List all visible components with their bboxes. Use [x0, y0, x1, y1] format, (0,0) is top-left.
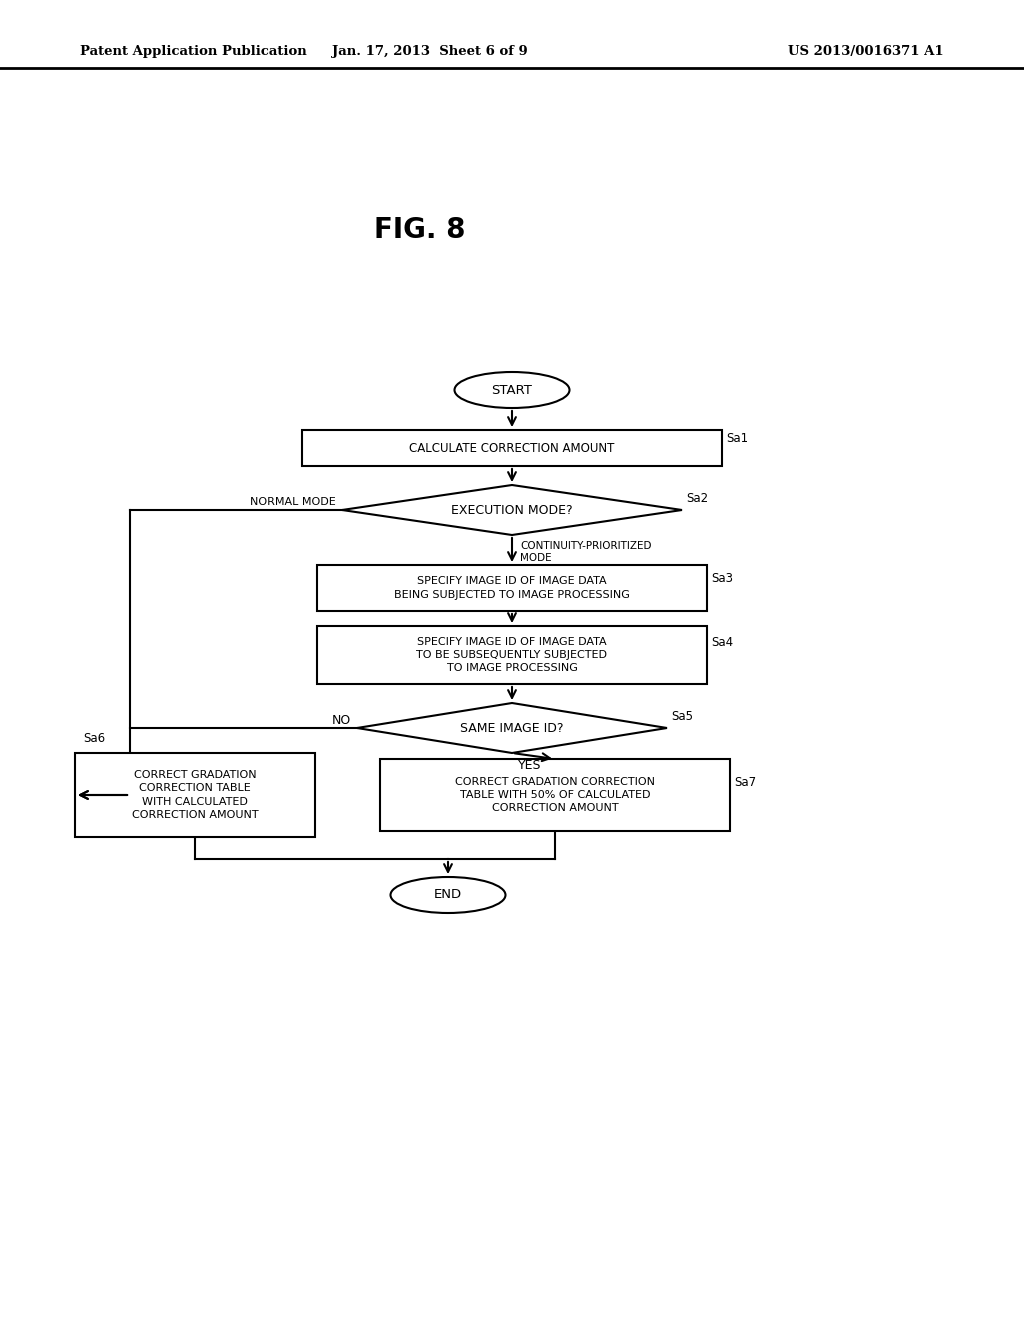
- Text: SAME IMAGE ID?: SAME IMAGE ID?: [460, 722, 564, 734]
- Text: YES: YES: [518, 759, 542, 772]
- Text: US 2013/0016371 A1: US 2013/0016371 A1: [788, 45, 944, 58]
- Bar: [317, 565, 707, 611]
- Ellipse shape: [390, 876, 506, 913]
- Polygon shape: [342, 484, 682, 535]
- Text: Sa1: Sa1: [726, 432, 749, 445]
- Text: Sa5: Sa5: [671, 710, 693, 722]
- Polygon shape: [357, 704, 667, 752]
- Text: Patent Application Publication: Patent Application Publication: [80, 45, 307, 58]
- Text: CORRECT GRADATION CORRECTION
TABLE WITH 50% OF CALCULATED
CORRECTION AMOUNT: CORRECT GRADATION CORRECTION TABLE WITH …: [455, 776, 655, 813]
- Text: Sa4: Sa4: [711, 636, 733, 649]
- Text: CONTINUITY-PRIORITIZED
MODE: CONTINUITY-PRIORITIZED MODE: [520, 541, 651, 562]
- Text: SPECIFY IMAGE ID OF IMAGE DATA
TO BE SUBSEQUENTLY SUBJECTED
TO IMAGE PROCESSING: SPECIFY IMAGE ID OF IMAGE DATA TO BE SUB…: [417, 636, 607, 673]
- Text: END: END: [434, 888, 462, 902]
- Text: Sa6: Sa6: [83, 733, 105, 746]
- Bar: [317, 626, 707, 684]
- Ellipse shape: [455, 372, 569, 408]
- Text: Jan. 17, 2013  Sheet 6 of 9: Jan. 17, 2013 Sheet 6 of 9: [332, 45, 528, 58]
- Text: CORRECT GRADATION
CORRECTION TABLE
WITH CALCULATED
CORRECTION AMOUNT: CORRECT GRADATION CORRECTION TABLE WITH …: [132, 770, 258, 820]
- Text: EXECUTION MODE?: EXECUTION MODE?: [452, 503, 572, 516]
- Bar: [302, 430, 722, 466]
- Text: CALCULATE CORRECTION AMOUNT: CALCULATE CORRECTION AMOUNT: [410, 441, 614, 454]
- Bar: [380, 759, 730, 832]
- Bar: [75, 752, 315, 837]
- Text: Sa3: Sa3: [711, 572, 733, 585]
- Text: NO: NO: [332, 714, 351, 726]
- Text: FIG. 8: FIG. 8: [374, 216, 466, 244]
- Text: Sa7: Sa7: [734, 776, 756, 789]
- Text: NORMAL MODE: NORMAL MODE: [250, 498, 336, 507]
- Text: SPECIFY IMAGE ID OF IMAGE DATA
BEING SUBJECTED TO IMAGE PROCESSING: SPECIFY IMAGE ID OF IMAGE DATA BEING SUB…: [394, 577, 630, 599]
- Text: START: START: [492, 384, 532, 396]
- Text: Sa2: Sa2: [686, 491, 709, 504]
